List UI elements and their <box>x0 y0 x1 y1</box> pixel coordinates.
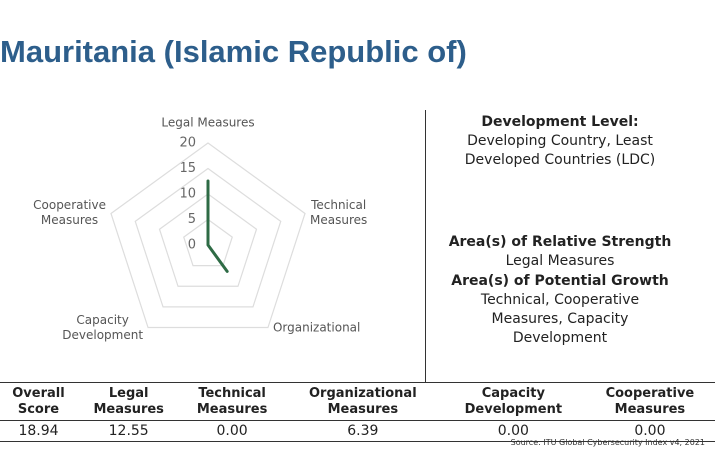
info-heading: Area(s) of Relative Strength <box>448 234 672 250</box>
grid-pentagon <box>183 218 233 267</box>
r-tick-label: 20 <box>179 136 196 151</box>
strength: Area(s) of Relative Strength Legal Measu… <box>415 233 705 271</box>
table-cell: 12.55 <box>76 420 181 442</box>
table-cell: 0.00 <box>584 420 715 442</box>
column-header: Overall Score <box>0 384 77 421</box>
category-label: Organizational <box>272 320 361 335</box>
radar-chart: 0 5 10 15 20 <box>110 136 306 329</box>
table-cell: 0.00 <box>180 420 284 442</box>
category-label: Legal Measures <box>161 115 255 130</box>
column-header: Cooperative Measures <box>584 384 715 421</box>
grid-pentagon <box>158 193 258 287</box>
divider <box>425 110 426 382</box>
column-header: Legal Measures <box>76 384 181 421</box>
table-body: 18.94 12.55 0.00 6.39 0.00 0.00 <box>0 420 715 442</box>
header-row: Overall Score Legal Measures Technical Mea… <box>0 384 715 421</box>
category-label: Capacity Development <box>62 312 144 342</box>
column-header: Technical Measures <box>180 384 284 421</box>
table-cell: 0.00 <box>441 420 585 442</box>
growth: Area(s) of Potential Growth Technical, C… <box>415 272 705 348</box>
grid-pentagon <box>110 142 306 329</box>
page-title: Mauritania (Islamic Republic of) <box>0 34 467 69</box>
development-level: Development Level: Developing Country, L… <box>415 113 705 170</box>
source-note: Source: ITU Global Cybersecurity Index v… <box>510 438 705 447</box>
column-header: Organizational Measures <box>283 384 442 421</box>
category-label: Cooperative Measures <box>33 198 106 228</box>
r-tick-label: 0 <box>188 238 196 253</box>
info-heading: Development Level: <box>481 114 639 130</box>
info-text: Technical, Cooperative Measures, Capacit… <box>480 292 640 346</box>
info-text: Legal Measures <box>505 253 615 269</box>
column-header: Capacity Development <box>441 384 585 421</box>
table-row: 18.94 12.55 0.00 6.39 0.00 0.00 <box>0 420 715 442</box>
grid-pentagon <box>134 167 282 308</box>
radar-line <box>206 179 229 273</box>
table-top-rule <box>0 382 715 383</box>
info-text: Developing Country, Least Developed Coun… <box>464 133 656 168</box>
r-tick-label: 15 <box>179 161 196 176</box>
r-tick-label: 10 <box>179 187 196 202</box>
table-cell: 6.39 <box>283 420 442 442</box>
score-table: Overall Score Legal Measures Technical Mea… <box>0 384 715 442</box>
category-label: Technical Measures <box>310 198 368 228</box>
table-cell: 18.94 <box>0 420 77 442</box>
info-heading: Area(s) of Potential Growth <box>451 273 669 289</box>
r-tick-label: 5 <box>188 212 196 227</box>
